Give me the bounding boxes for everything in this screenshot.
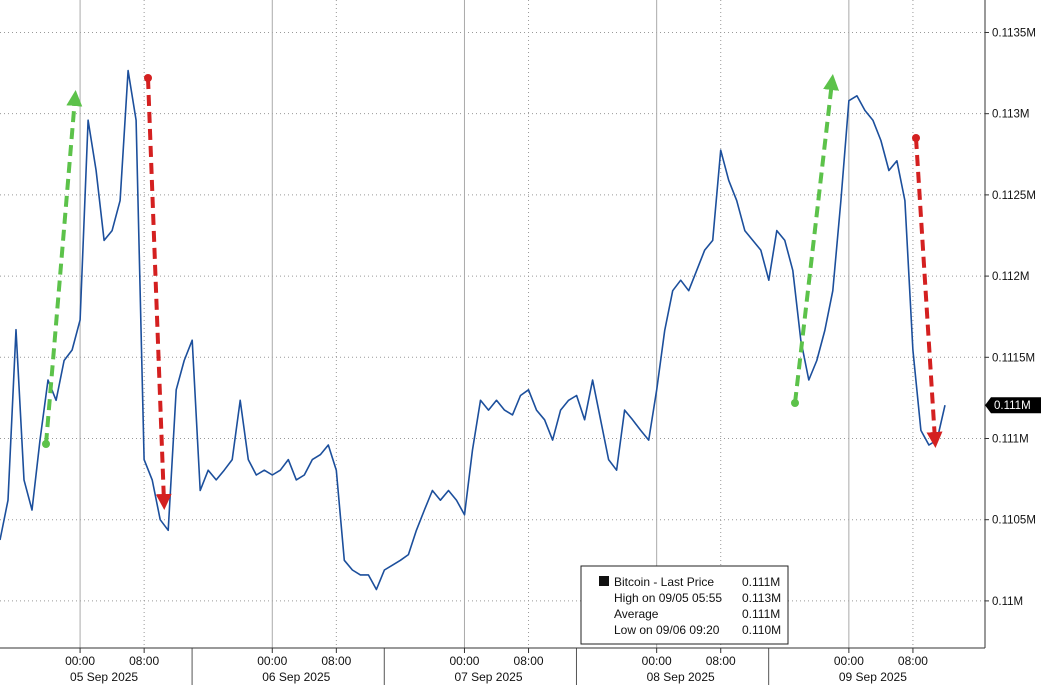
x-date-label: 07 Sep 2025 — [454, 670, 522, 684]
x-date-label: 05 Sep 2025 — [70, 670, 138, 684]
y-tick-label: 0.11M — [992, 596, 1023, 608]
x-tick-label: 00:00 — [65, 654, 95, 668]
red-arrow — [146, 77, 172, 510]
legend-label: Bitcoin - Last Price — [614, 575, 714, 589]
legend-value: 0.111M — [742, 607, 780, 621]
legend-label: High on 09/05 05:55 — [614, 591, 722, 605]
y-tick-label: 0.113M — [992, 109, 1030, 121]
green-arrow — [44, 90, 83, 445]
x-tick-label: 08:00 — [514, 654, 544, 668]
legend-swatch — [599, 576, 609, 586]
legend-value: 0.113M — [742, 591, 781, 605]
y-tick-label: 0.1115M — [992, 352, 1035, 364]
x-tick-label: 08:00 — [706, 654, 736, 668]
legend-label: Average — [614, 607, 659, 621]
last-price-label: 0.111M — [994, 400, 1031, 412]
legend-value: 0.111M — [742, 575, 780, 589]
x-tick-label: 00:00 — [449, 654, 479, 668]
legend-value: 0.110M — [742, 623, 781, 637]
x-date-label: 06 Sep 2025 — [262, 670, 330, 684]
y-tick-label: 0.1135M — [992, 27, 1036, 39]
arrow-dot — [42, 440, 50, 448]
x-tick-label: 00:00 — [257, 654, 287, 668]
x-tick-label: 08:00 — [898, 654, 928, 668]
y-tick-label: 0.111M — [992, 433, 1029, 445]
x-tick-label: 08:00 — [129, 654, 159, 668]
red-arrow — [914, 137, 943, 448]
legend: Bitcoin - Last Price 0.111M High on 09/0… — [580, 565, 789, 645]
x-date-label: 08 Sep 2025 — [647, 670, 715, 684]
x-tick-label: 00:00 — [834, 654, 864, 668]
y-tick-label: 0.1105M — [992, 515, 1036, 527]
grid — [0, 0, 985, 648]
y-tick-label: 0.112M — [992, 271, 1030, 283]
y-tick-label: 0.1125M — [992, 190, 1036, 202]
arrow-dot — [791, 399, 799, 407]
last-price-tag — [985, 397, 1041, 414]
green-arrow — [793, 74, 840, 404]
legend-label: Low on 09/06 09:20 — [614, 623, 720, 637]
annotation-arrows — [42, 74, 943, 510]
x-tick-label: 08:00 — [321, 654, 351, 668]
arrow-dot — [144, 74, 152, 82]
x-tick-label: 00:00 — [642, 654, 672, 668]
x-date-label: 09 Sep 2025 — [839, 670, 907, 684]
arrow-dot — [912, 134, 920, 142]
legend-box — [580, 565, 789, 645]
